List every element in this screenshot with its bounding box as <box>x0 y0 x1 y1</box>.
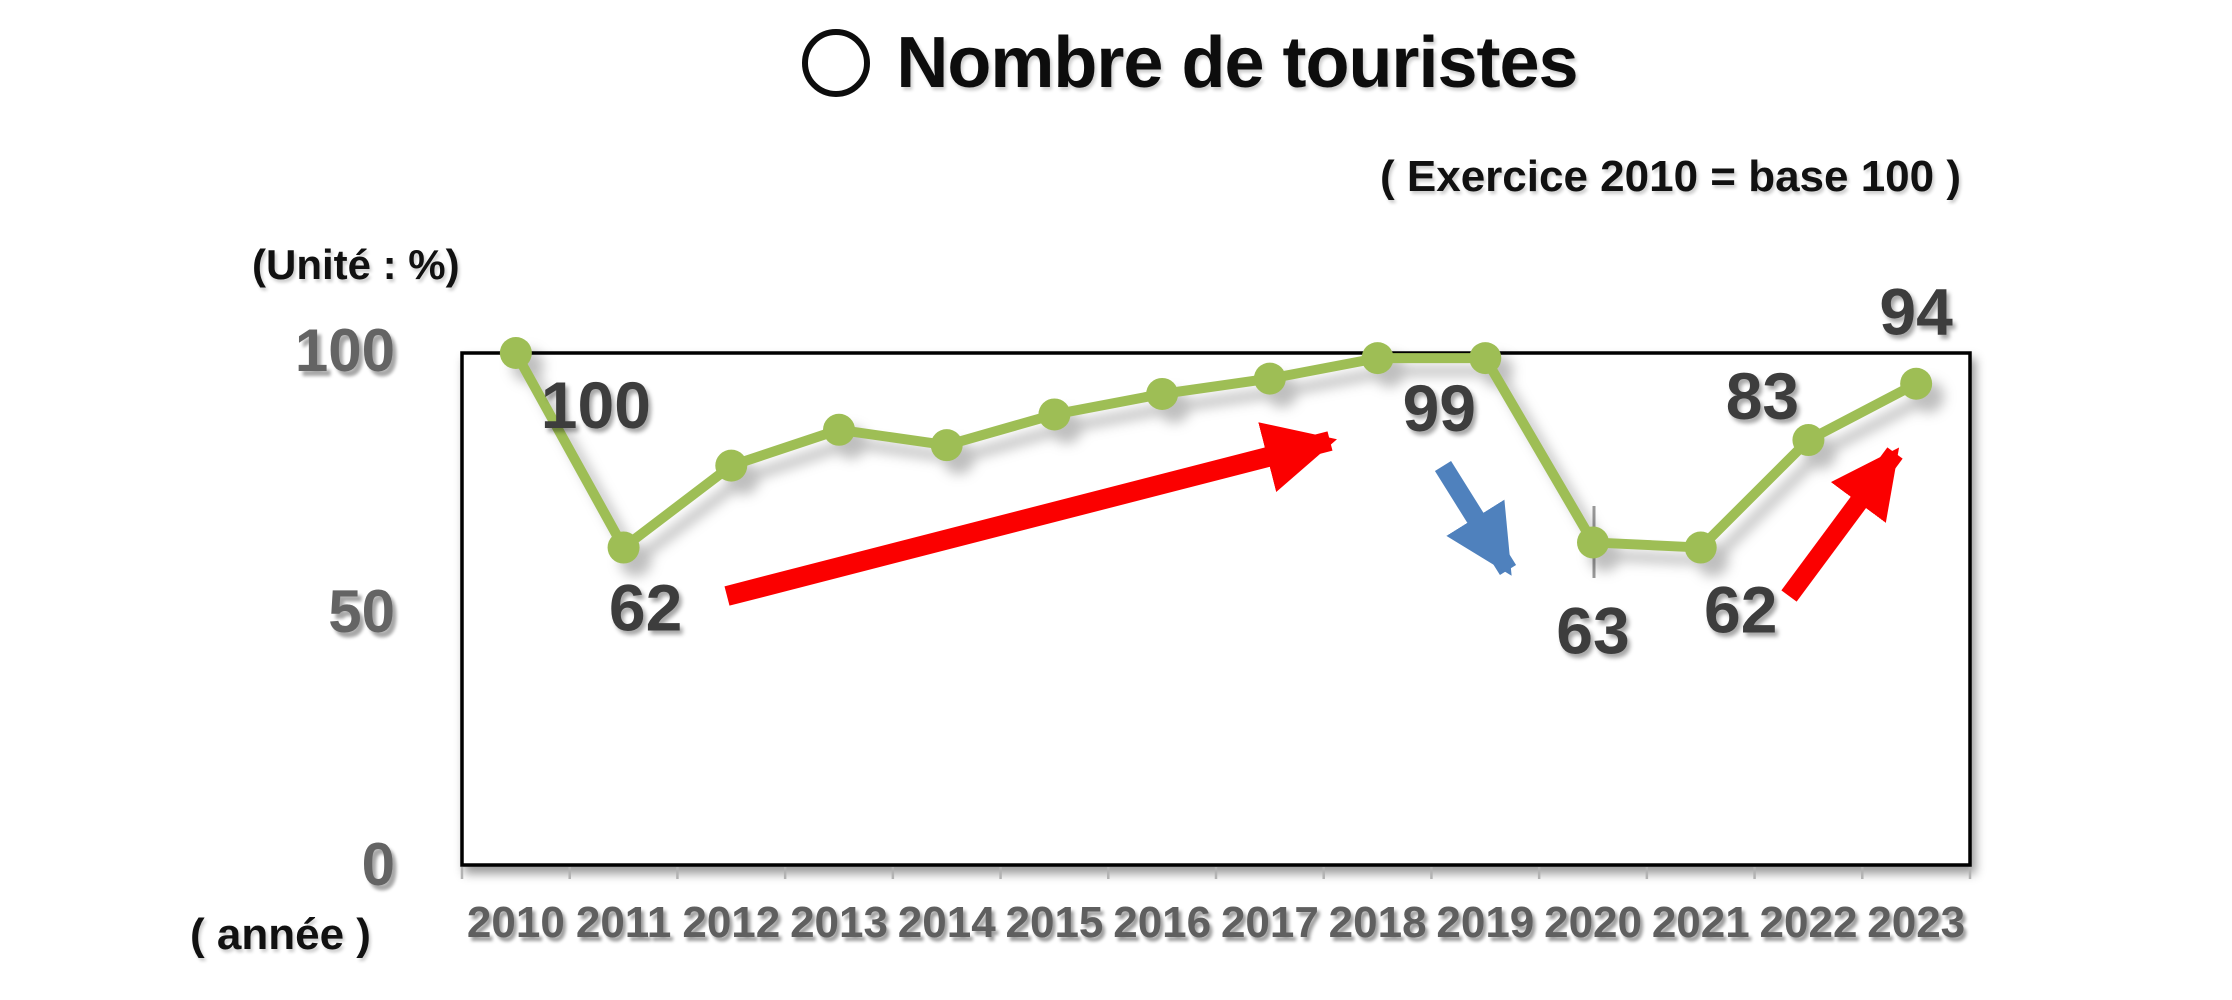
x-tick-label-2022: 2022 <box>1759 898 1858 947</box>
x-tick-label-2012: 2012 <box>682 898 781 947</box>
x-axis-tick-labels: 2010 2011 2012 2013 2014 2015 2016 2017 2018 2019… <box>462 901 1970 945</box>
x-tick-label-2015: 2015 <box>1005 898 1104 947</box>
page-title: Nombre de touristes <box>896 23 1578 103</box>
x-tick-label-2010: 2010 <box>466 898 565 947</box>
data-point-2011 <box>607 531 640 564</box>
y-axis-unit-label: (Unité : %) <box>252 241 460 288</box>
y-tick-label-0: 0 <box>361 831 395 898</box>
plot-area <box>460 351 1972 867</box>
value-label-2021: 62 <box>1704 573 1777 647</box>
circle-bullet-icon <box>802 29 871 97</box>
x-tick-label-2017: 2017 <box>1220 898 1319 947</box>
chart-title-row: Nombre de touristes <box>0 22 2232 104</box>
x-tick-label-2018: 2018 <box>1328 898 1427 947</box>
x-tick-label-2011: 2011 <box>575 898 672 947</box>
rebound-trend-up-arrow <box>1781 447 1903 602</box>
x-axis-title: ( année ) <box>190 910 371 959</box>
x-tick-label-2020: 2020 <box>1544 898 1642 947</box>
base-index-note: ( Exercice 2010 = base 100 ) <box>1380 152 1961 201</box>
series-line-path <box>510 348 1922 553</box>
value-label-2020: 63 <box>1556 593 1629 667</box>
value-label-2022: 83 <box>1726 359 1799 433</box>
data-point-2020 <box>1577 526 1609 559</box>
value-label-2011: 62 <box>609 571 682 645</box>
pandemic-drop-down-arrow <box>1434 460 1517 576</box>
x-tick-label-2019: 2019 <box>1436 898 1535 947</box>
data-point-2013 <box>823 413 855 446</box>
value-label-2019: 99 <box>1403 371 1476 445</box>
data-point-2015 <box>1038 398 1071 431</box>
data-point-2023 <box>1900 367 1933 400</box>
data-point-2012 <box>715 449 748 482</box>
data-point-2010 <box>499 337 532 369</box>
data-point-2018 <box>1361 342 1394 375</box>
data-point-2016 <box>1146 377 1179 410</box>
value-label-2010: 100 <box>541 368 651 442</box>
data-point-2021 <box>1684 531 1717 564</box>
data-point-2022 <box>1792 424 1825 457</box>
data-point-2019 <box>1469 342 1502 375</box>
value-label-2023: 94 <box>1879 275 1953 349</box>
x-tick-label-2016: 2016 <box>1113 898 1212 947</box>
x-tick-label-2013: 2013 <box>790 898 888 947</box>
y-tick-label-100: 100 <box>294 317 395 384</box>
x-tick-label-2021: 2021 <box>1651 898 1750 947</box>
recovery-trend-up-arrow <box>724 422 1337 606</box>
x-tick-label-2023: 2023 <box>1867 898 1966 947</box>
x-tick-label-2014: 2014 <box>897 898 996 947</box>
data-point-2017 <box>1253 362 1286 395</box>
data-point-2014 <box>930 429 963 462</box>
y-tick-label-50: 50 <box>328 578 395 645</box>
tourists-series <box>499 337 1933 564</box>
